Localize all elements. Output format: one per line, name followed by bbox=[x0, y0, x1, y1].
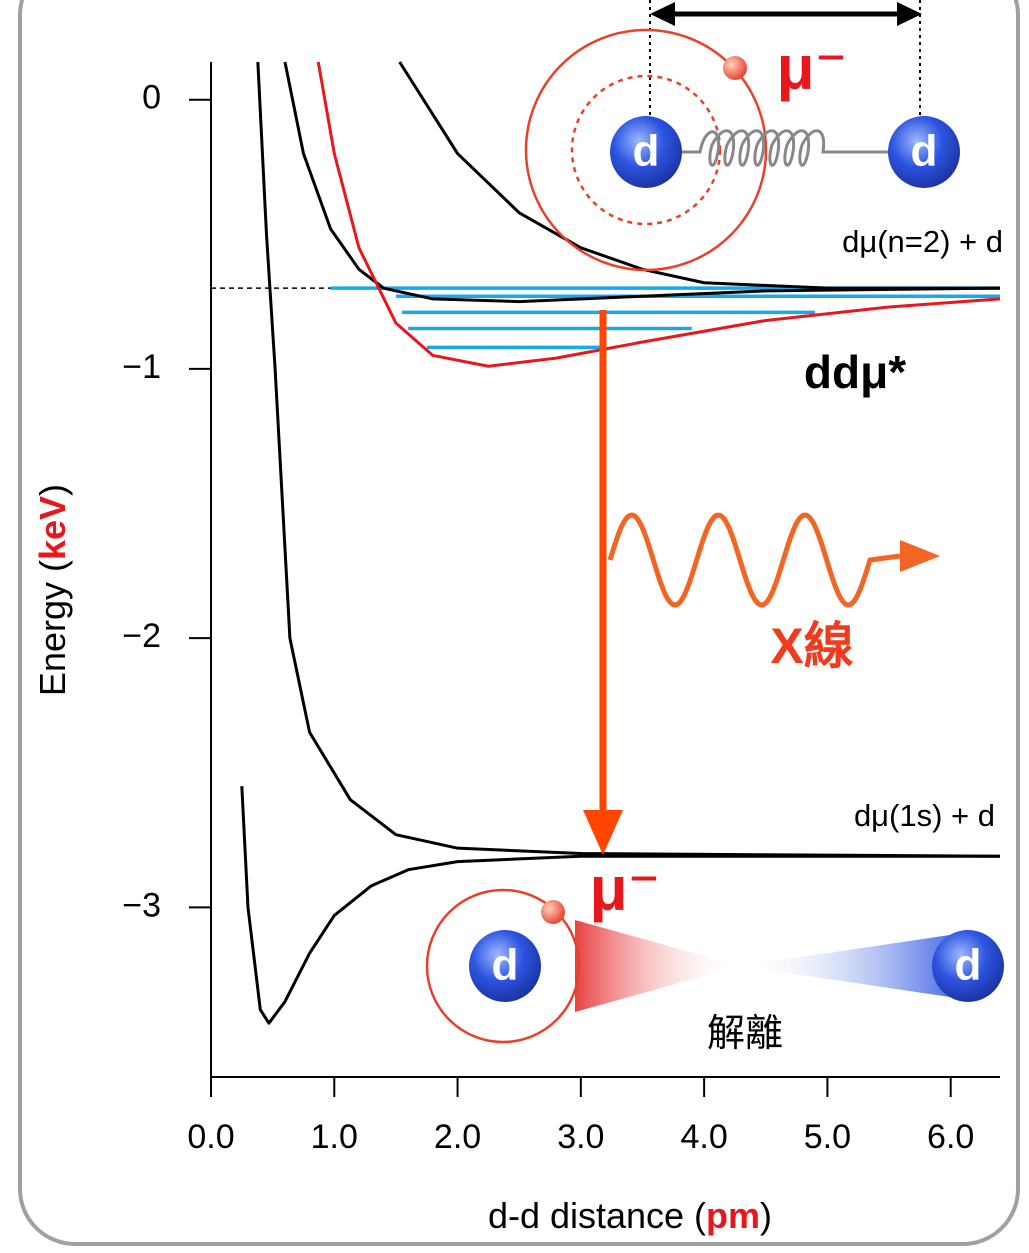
x-tick-label: 1.0 bbox=[311, 1118, 358, 1156]
plot: 0 −1 −2 −3 0.0 1.0 2.0 3.0 4.0 5.0 6.0 bbox=[122, 61, 1001, 1156]
potential-curve bbox=[240, 786, 1000, 1025]
arrow-head bbox=[897, 2, 922, 26]
deuteron-label: d bbox=[911, 127, 938, 176]
deuteron-label: d bbox=[492, 941, 519, 990]
muon-label: μ⁻ bbox=[777, 33, 848, 102]
x-axis-label: d-d distance (pm) bbox=[488, 1195, 772, 1236]
x-tick-label: 0.0 bbox=[187, 1118, 234, 1156]
x-label-unit: pm bbox=[706, 1195, 760, 1236]
annotations: μ⁻ d d dμ(n=2) + d ddμ* X線 dμ(1s) + d μ⁻… bbox=[492, 33, 1003, 1055]
x-tick-label: 6.0 bbox=[927, 1118, 974, 1156]
potential-curve bbox=[256, 61, 1001, 858]
state-label: dμ(n=2) + d bbox=[842, 224, 1003, 259]
orbit bbox=[570, 74, 722, 226]
x-tick-label: 2.0 bbox=[434, 1118, 481, 1156]
muon bbox=[541, 900, 565, 924]
y-label-part: ) bbox=[32, 484, 73, 496]
frame bbox=[18, 0, 1020, 1246]
potential-curve bbox=[316, 61, 1001, 368]
x-tick-label: 4.0 bbox=[680, 1118, 727, 1156]
molecule-label: ddμ* bbox=[804, 346, 906, 398]
muon-label: μ⁻ bbox=[590, 854, 661, 923]
y-tick-label: −2 bbox=[122, 617, 161, 655]
dissociation-wedge bbox=[740, 932, 970, 1000]
dissociation-wedge bbox=[575, 920, 740, 1012]
state-label: dμ(1s) + d bbox=[854, 798, 995, 833]
y-tick-label: −3 bbox=[122, 886, 161, 924]
dissociation-label: 解離 bbox=[707, 1013, 783, 1055]
potential-curve bbox=[398, 61, 1000, 290]
x-ray-label: X線 bbox=[770, 618, 853, 674]
x-tick-label: 3.0 bbox=[557, 1118, 604, 1156]
y-label-unit: keV bbox=[32, 496, 73, 560]
orbit bbox=[425, 888, 581, 1044]
y-tick-label: −1 bbox=[122, 348, 161, 386]
potential-curve bbox=[283, 61, 1001, 304]
deuteron-label: d bbox=[633, 127, 660, 176]
x-tick-label: 5.0 bbox=[804, 1118, 851, 1156]
deuteron bbox=[610, 116, 682, 188]
arrow-head bbox=[583, 810, 623, 855]
illustration bbox=[425, 0, 1004, 1044]
deuteron-label: d bbox=[955, 941, 982, 990]
arrow-head bbox=[650, 2, 675, 26]
y-label-part: Energy ( bbox=[32, 560, 73, 696]
x-label-part: ) bbox=[760, 1195, 772, 1236]
deuteron bbox=[888, 116, 960, 188]
spring bbox=[680, 129, 890, 167]
y-tick-label: 0 bbox=[142, 79, 161, 117]
deuteron bbox=[932, 930, 1004, 1002]
x-label-part: d-d distance ( bbox=[488, 1195, 706, 1236]
x-ray-wave bbox=[607, 512, 901, 608]
orbit bbox=[524, 28, 768, 272]
arrow-head bbox=[900, 540, 940, 572]
muon bbox=[723, 56, 747, 80]
deuteron bbox=[469, 930, 541, 1002]
y-axis-label: Energy (keV) bbox=[32, 484, 73, 696]
